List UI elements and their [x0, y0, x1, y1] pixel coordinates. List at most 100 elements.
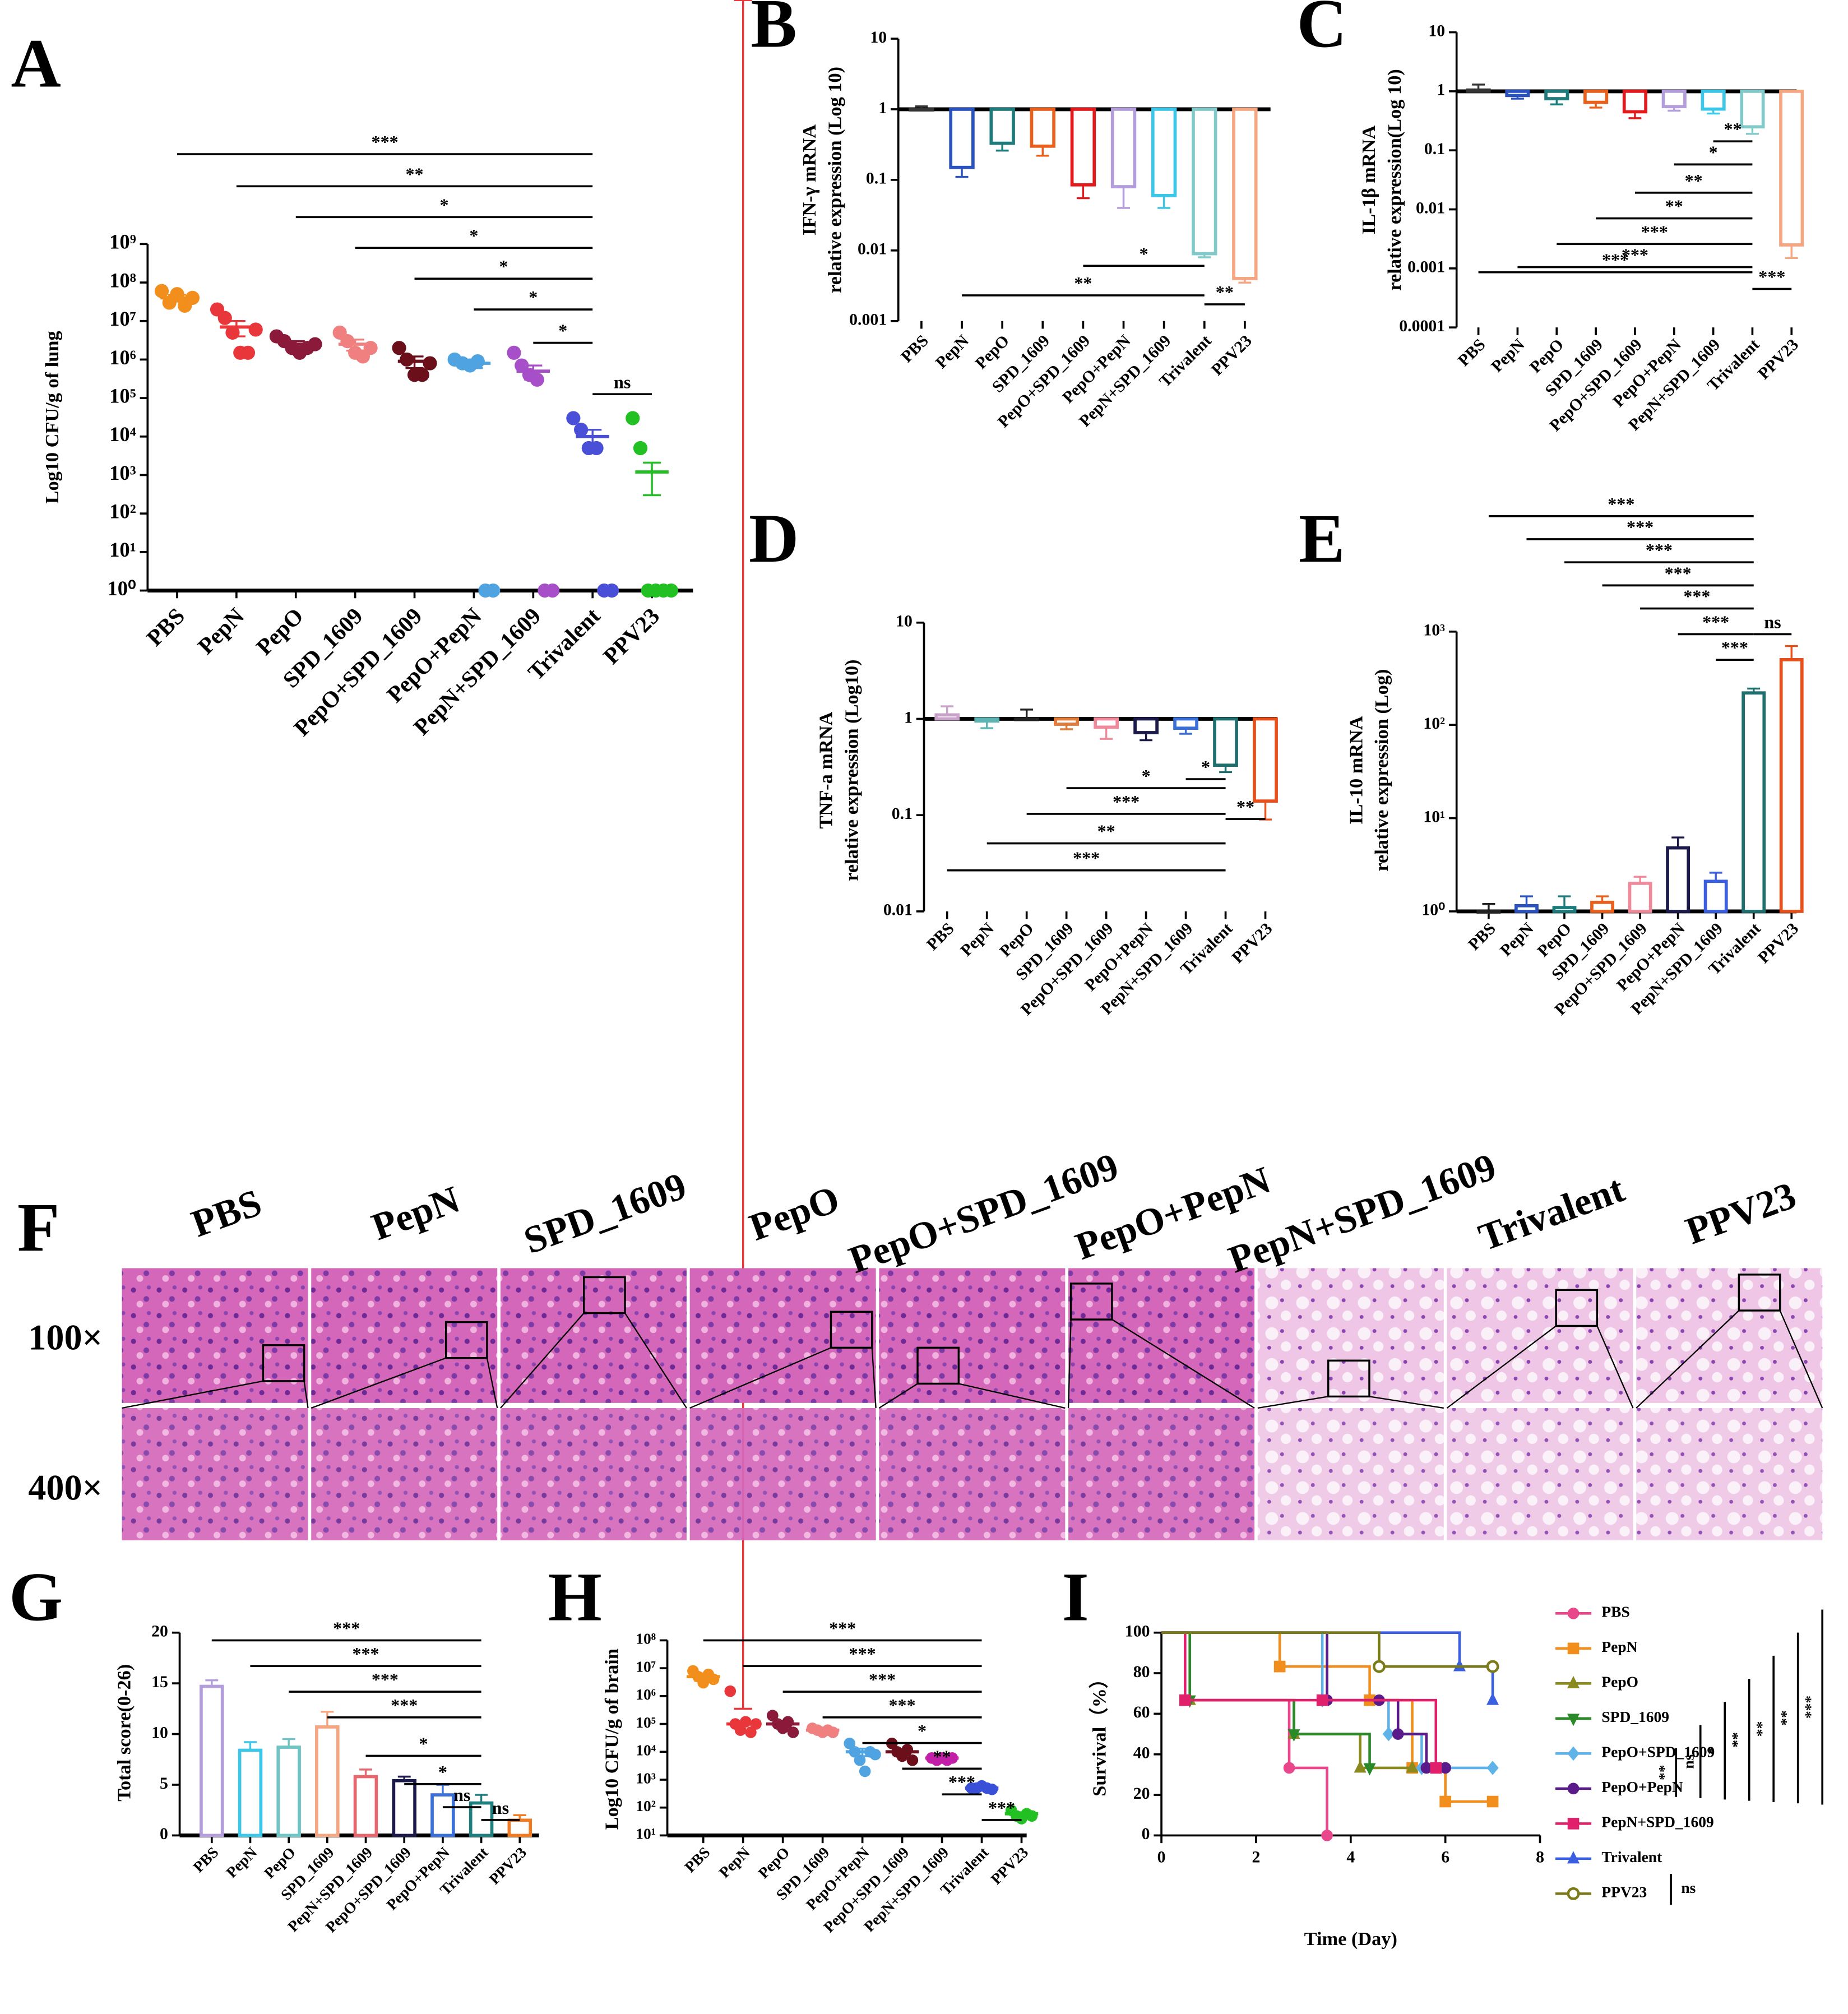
survival-line [1161, 1631, 1493, 1668]
x-tick-label: 2 [1252, 1848, 1260, 1866]
significance-label: *** [1627, 517, 1654, 537]
zoom-line [1596, 1326, 1634, 1409]
micrograph-400x [1447, 1408, 1633, 1540]
column-header: PBS [186, 1181, 267, 1245]
x-tick-label: PepN [957, 919, 998, 960]
bar [1742, 691, 1766, 913]
panel-letter: B [751, 0, 796, 62]
bar [1544, 90, 1569, 100]
significance-label: *** [333, 1618, 360, 1638]
y-tick-label: 10 [896, 612, 913, 631]
y-tick-label: 0 [160, 1825, 168, 1843]
x-tick-label: PepN [1497, 919, 1537, 960]
zoom-line [1369, 1396, 1444, 1409]
x-tick-label: 6 [1441, 1848, 1449, 1866]
bar [1703, 879, 1728, 913]
legend-label: SPD_1609 [1601, 1709, 1669, 1725]
bar [507, 1818, 532, 1837]
y-tick-label: 10 [151, 1723, 168, 1742]
bar [1666, 846, 1690, 913]
y-tick-label: 10 [870, 28, 887, 47]
y-tick-label: 10¹ [636, 1826, 656, 1842]
bar [909, 108, 934, 112]
zoom-box [1327, 1359, 1370, 1398]
bar [1740, 90, 1765, 129]
bar [1232, 108, 1258, 280]
y-tick-label: 10² [1423, 714, 1445, 733]
column-header: PepO [744, 1177, 845, 1249]
zoom-line [689, 1347, 831, 1409]
point [697, 1677, 709, 1689]
zoom-box [444, 1321, 488, 1359]
zoom-line [1257, 1396, 1328, 1409]
marker [1439, 1795, 1451, 1808]
y-tick-label: 10⁴ [636, 1742, 656, 1759]
panel-letter: C [1297, 0, 1347, 62]
x-tick-label: PPV23 [1228, 919, 1276, 967]
point [566, 411, 581, 425]
bar [1779, 90, 1804, 247]
significance-label: *** [352, 1643, 379, 1664]
significance-label: *** [1073, 848, 1100, 868]
significance-label: ** [1216, 282, 1234, 302]
point [423, 356, 437, 371]
bar [238, 1748, 263, 1837]
y-tick-label: 10⁷ [109, 307, 136, 330]
survival-line [1161, 1631, 1438, 1768]
point [486, 583, 501, 598]
panel-letter: G [9, 1559, 63, 1636]
bar [1514, 904, 1539, 913]
point [854, 1754, 866, 1766]
bar [430, 1793, 455, 1837]
significance-label: *** [1622, 245, 1648, 265]
y-tick-label: 15 [151, 1673, 168, 1691]
x-tick-label: PBS [897, 331, 932, 366]
significance-label: *** [1641, 221, 1668, 242]
bar [315, 1725, 340, 1837]
bar [200, 1684, 224, 1837]
marker [1273, 1660, 1286, 1673]
significance-label: *** [1646, 540, 1673, 560]
y-tick-label: 10³ [109, 461, 136, 484]
zoom-line [958, 1383, 1066, 1409]
x-axis-label: Time (Day) [1304, 1928, 1397, 1950]
zoom-line [500, 1312, 585, 1409]
y-axis-label: relative expression (Log 10) [825, 67, 846, 293]
point [515, 358, 529, 373]
y-tick-label: 10⁷ [636, 1658, 656, 1675]
bar [1094, 717, 1119, 729]
zoom-box [830, 1311, 873, 1349]
column-header: PepN [366, 1178, 465, 1248]
x-tick-label: PPV23 [486, 1844, 530, 1887]
point [308, 337, 322, 351]
y-tick-label: 10⁶ [109, 346, 136, 369]
bar [1701, 90, 1726, 111]
point [248, 322, 263, 337]
x-tick-label: PepN [193, 603, 249, 659]
y-axis-label: relative expression(Log 10) [1384, 69, 1405, 290]
micrograph-400x [879, 1408, 1066, 1540]
y-tick-label: 0.001 [849, 311, 887, 329]
y-axis-label: TNF-a mRNA [816, 711, 837, 828]
y-tick-label: 10⁸ [109, 268, 136, 291]
x-tick-label: 4 [1346, 1848, 1355, 1866]
micrograph-400x [1257, 1408, 1444, 1540]
point [844, 1738, 856, 1749]
micrograph-100x [311, 1268, 498, 1403]
micrograph-100x [1447, 1268, 1633, 1403]
y-tick-label: 10⁸ [636, 1631, 656, 1647]
significance-label: ns [1681, 1879, 1696, 1896]
bar [1253, 717, 1278, 803]
y-tick-label: 0.1 [866, 169, 887, 188]
y-axis-label: IL-1β mRNA [1358, 125, 1379, 234]
y-tick-label: 10¹ [109, 538, 136, 561]
x-tick-label: PepO [755, 1844, 793, 1882]
point [664, 583, 679, 598]
panel-letter: E [1299, 500, 1345, 577]
zoom-line [311, 1357, 447, 1409]
bar [276, 1746, 301, 1837]
significance-label: *** [829, 1618, 856, 1638]
x-tick-label: PPV23 [598, 603, 664, 669]
x-tick-label: PBS [141, 603, 189, 651]
